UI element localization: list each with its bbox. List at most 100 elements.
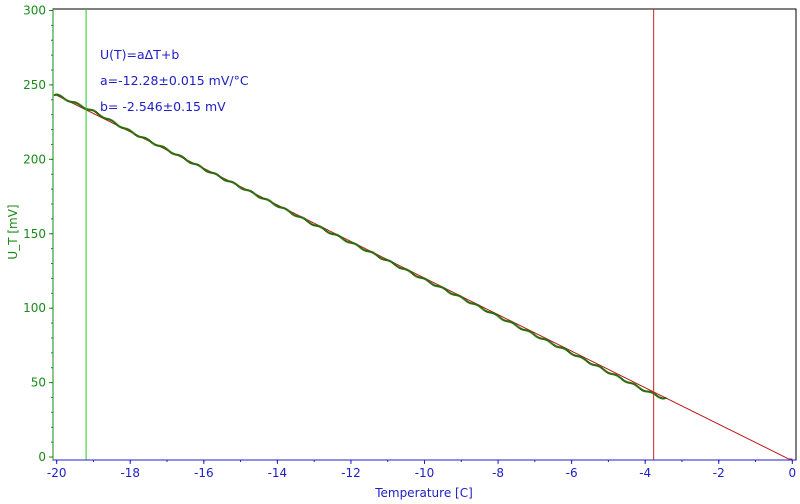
data-point bbox=[578, 355, 581, 358]
data-point bbox=[483, 309, 486, 312]
data-point bbox=[268, 199, 271, 202]
data-point bbox=[529, 330, 532, 333]
data-point bbox=[312, 223, 315, 226]
x-tick-label: -14 bbox=[268, 466, 288, 480]
data-point bbox=[323, 228, 326, 231]
data-point bbox=[172, 152, 175, 155]
data-point bbox=[281, 206, 284, 209]
data-point bbox=[342, 238, 345, 241]
data-point bbox=[272, 202, 275, 205]
data-point bbox=[643, 389, 646, 392]
data-point bbox=[201, 167, 204, 170]
data-point bbox=[383, 258, 386, 261]
data-point bbox=[663, 397, 666, 400]
data-point bbox=[361, 248, 364, 251]
data-point bbox=[353, 242, 356, 245]
data-point bbox=[438, 285, 441, 288]
data-point bbox=[356, 244, 359, 247]
data-point bbox=[217, 174, 220, 177]
data-point bbox=[559, 346, 562, 349]
data-point bbox=[613, 373, 616, 376]
y-axis-title: U_T [mV] bbox=[6, 204, 20, 259]
data-point bbox=[376, 255, 379, 258]
data-point bbox=[249, 190, 252, 193]
data-point bbox=[456, 294, 459, 297]
data-point bbox=[588, 361, 591, 364]
data-point bbox=[167, 149, 170, 152]
data-point bbox=[200, 166, 203, 169]
data-point bbox=[404, 268, 407, 271]
data-point bbox=[638, 387, 641, 390]
data-point bbox=[131, 131, 134, 134]
data-point bbox=[264, 197, 267, 200]
data-point bbox=[261, 197, 264, 200]
data-point bbox=[279, 206, 282, 209]
data-point bbox=[242, 188, 245, 191]
data-point bbox=[107, 118, 110, 121]
data-point bbox=[611, 373, 614, 376]
data-point bbox=[207, 171, 210, 174]
data-point bbox=[74, 101, 77, 104]
data-point bbox=[274, 204, 277, 207]
data-point bbox=[443, 287, 446, 290]
data-point bbox=[400, 267, 403, 270]
data-point bbox=[365, 249, 368, 252]
data-point bbox=[109, 118, 112, 121]
data-point bbox=[480, 306, 483, 309]
data-point bbox=[585, 360, 588, 363]
data-point bbox=[410, 272, 413, 275]
data-point bbox=[536, 336, 539, 339]
data-point bbox=[574, 354, 577, 357]
data-point bbox=[557, 346, 560, 349]
data-point bbox=[389, 260, 392, 263]
data-point bbox=[303, 218, 306, 221]
data-point bbox=[72, 101, 75, 104]
data-point bbox=[179, 154, 182, 157]
data-point bbox=[106, 117, 109, 120]
data-point bbox=[245, 188, 248, 191]
data-point bbox=[609, 372, 612, 375]
data-point bbox=[388, 259, 391, 262]
fit-slope-annotation: a=-12.28±0.015 mV/°C bbox=[100, 73, 249, 88]
data-point bbox=[593, 364, 596, 367]
data-point bbox=[286, 208, 289, 211]
data-point bbox=[547, 339, 550, 342]
data-point bbox=[626, 381, 629, 384]
data-point bbox=[615, 374, 618, 377]
data-point bbox=[622, 379, 625, 382]
data-point bbox=[528, 330, 531, 333]
data-point bbox=[337, 235, 340, 238]
data-point bbox=[542, 337, 545, 340]
data-point bbox=[484, 310, 487, 313]
data-point bbox=[190, 162, 193, 165]
data-point bbox=[485, 310, 488, 313]
data-point bbox=[70, 100, 73, 103]
data-point bbox=[620, 378, 623, 381]
data-point bbox=[401, 267, 404, 270]
data-point bbox=[294, 214, 297, 217]
data-point bbox=[576, 355, 579, 358]
data-point bbox=[555, 345, 558, 348]
data-point bbox=[372, 251, 375, 254]
data-point bbox=[431, 283, 434, 286]
data-point bbox=[571, 353, 574, 356]
data-point bbox=[282, 207, 285, 210]
data-point bbox=[132, 132, 135, 135]
data-point bbox=[161, 145, 164, 148]
data-point bbox=[538, 337, 541, 340]
data-point bbox=[266, 198, 269, 201]
data-point bbox=[154, 143, 157, 146]
data-point bbox=[550, 342, 553, 345]
data-point bbox=[322, 227, 325, 230]
data-point bbox=[117, 124, 120, 127]
data-point bbox=[471, 302, 474, 305]
data-point bbox=[454, 293, 457, 296]
data-point bbox=[334, 233, 337, 236]
data-point bbox=[246, 189, 249, 192]
data-point bbox=[545, 338, 548, 341]
y-tick-label: 0 bbox=[38, 450, 46, 464]
data-point bbox=[321, 227, 324, 230]
data-point bbox=[420, 276, 423, 279]
data-point bbox=[79, 104, 82, 107]
data-point bbox=[340, 236, 343, 239]
